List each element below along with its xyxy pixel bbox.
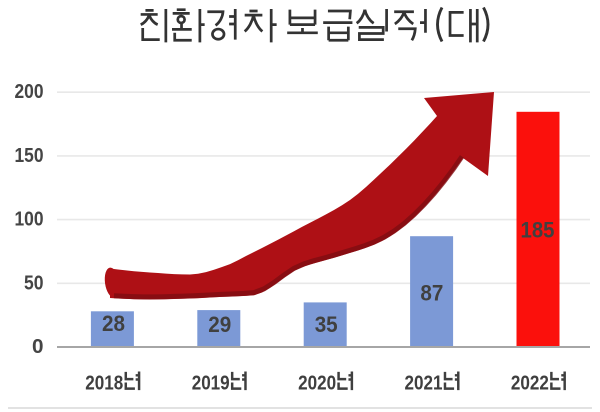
svg-text:28: 28 <box>102 311 125 336</box>
svg-text:185: 185 <box>521 218 555 243</box>
svg-text:0: 0 <box>32 336 44 358</box>
svg-text:2018: 2018 <box>85 372 123 394</box>
svg-text:200: 200 <box>15 81 44 103</box>
svg-text:2021: 2021 <box>405 372 443 394</box>
svg-text:35: 35 <box>315 312 338 337</box>
svg-text:2019: 2019 <box>192 372 230 394</box>
svg-text:87: 87 <box>420 281 443 306</box>
svg-text:29: 29 <box>208 312 231 337</box>
svg-text:150: 150 <box>15 145 44 167</box>
svg-text:2022: 2022 <box>511 372 549 394</box>
svg-text:50: 50 <box>24 272 44 294</box>
svg-text:2020: 2020 <box>298 372 336 394</box>
svg-text:100: 100 <box>15 209 44 231</box>
